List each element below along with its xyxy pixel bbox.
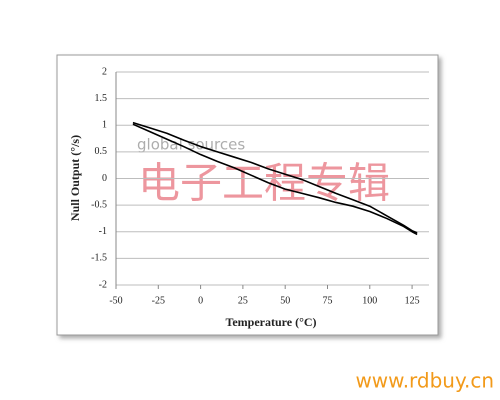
x-tick-label: -50 [109, 295, 122, 306]
y-tick-label: 0 [102, 173, 107, 184]
line [132, 121, 418, 234]
y-tick-label: 1.5 [95, 93, 108, 104]
x-axis-title: Temperature (°C) [225, 315, 316, 329]
y-tick-label: -1.5 [91, 253, 107, 264]
x-tick-label: 75 [322, 295, 332, 306]
x-tick-label: 0 [198, 295, 203, 306]
y-axis-title: Null Output (°/s) [68, 135, 82, 221]
x-tick-label: -25 [152, 295, 165, 306]
y-tick-label: -0.5 [91, 199, 107, 210]
x-tick-label: 25 [238, 295, 248, 306]
line [132, 123, 418, 236]
chart-frame [56, 54, 439, 336]
x-tick-label: 125 [405, 295, 420, 306]
y-tick-label: -1 [99, 226, 107, 237]
watermark: www.rdbuy.cn [355, 369, 494, 393]
x-tick-label: 50 [280, 295, 290, 306]
y-tick-label: 2 [102, 66, 107, 77]
x-tick-label: 100 [362, 295, 377, 306]
y-tick-label: 1 [102, 120, 107, 131]
y-tick-label: 0.5 [95, 146, 108, 157]
y-tick-label: -2 [99, 279, 107, 290]
watermark: global sources [137, 136, 245, 154]
